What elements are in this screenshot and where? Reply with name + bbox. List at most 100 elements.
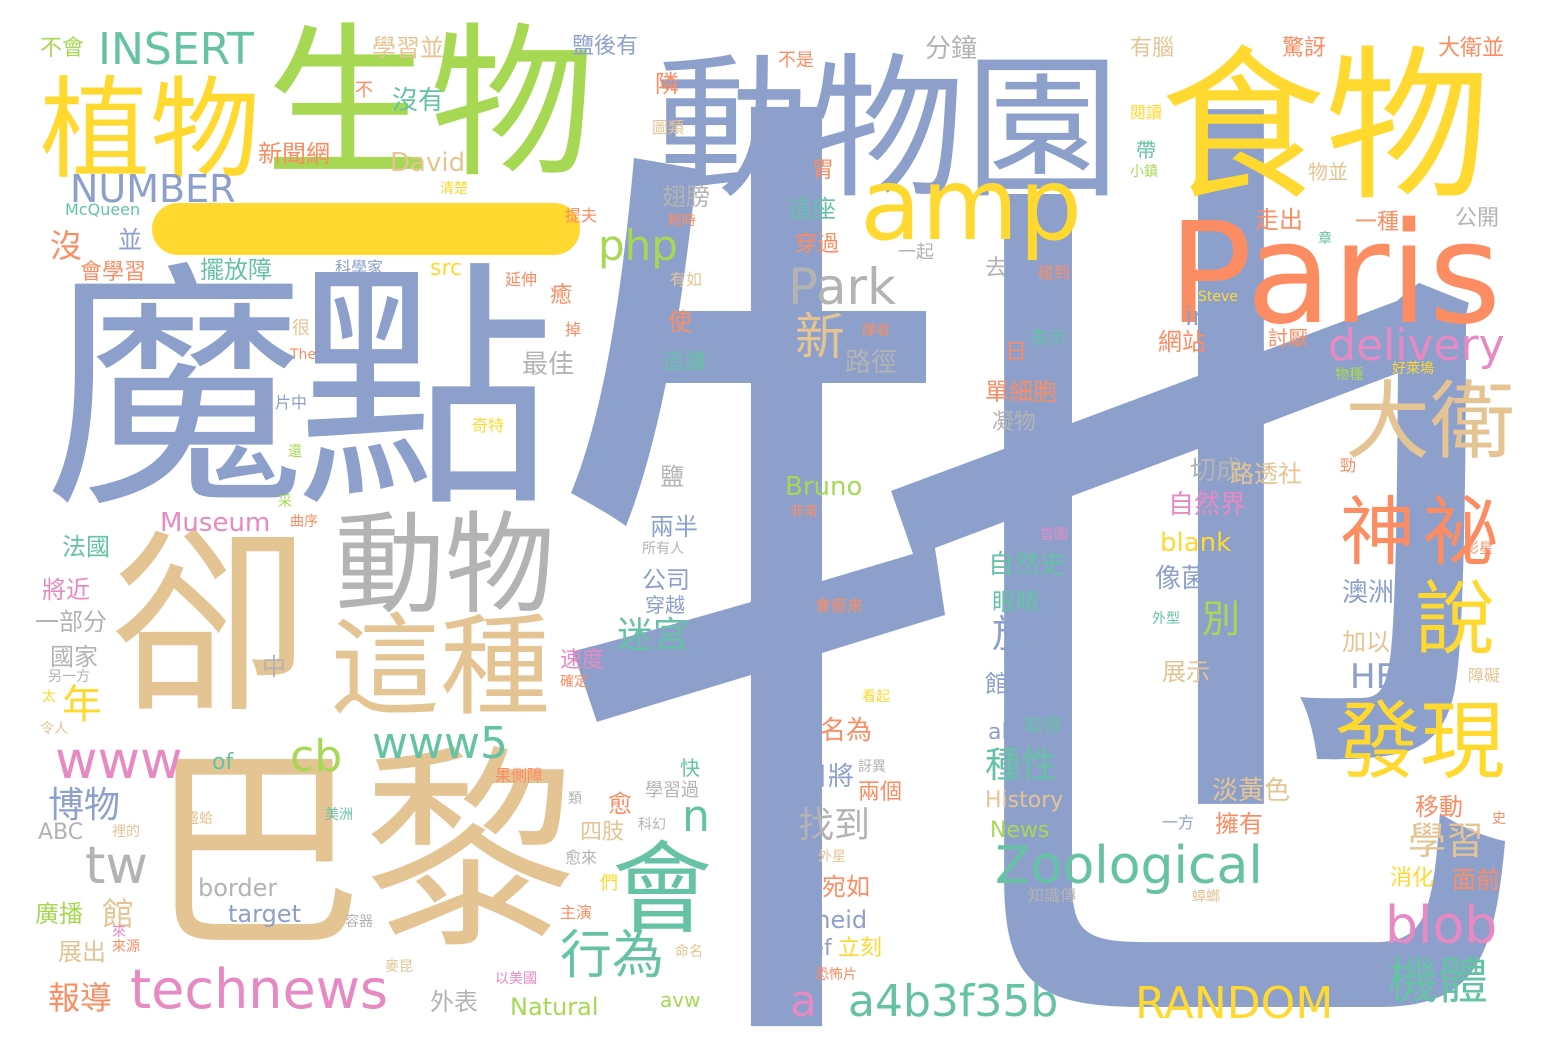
word-chuanguo: 穿過 [795,232,840,257]
word-qu: 去 [985,256,1008,281]
word-guoceyang: 果側障 [495,766,544,785]
word-zhuyan: 主演 [560,903,593,922]
word-paris: Paris [1168,193,1502,356]
word-wangzhan: 網站 [1158,328,1206,356]
word-zhanglang: 蟑螂 [1192,889,1220,905]
word-gongkai: 公開 [1455,206,1500,231]
word-haolaiwu: 好萊塢 [1392,361,1434,377]
word-cai: 采 [278,494,292,510]
word-php: php [598,221,678,270]
word-meiyou: 沒有 [392,86,445,116]
word-ziranshi: 自然史 [988,550,1067,580]
word-faxian: 發現 [1335,693,1506,792]
word-shenmi: 神祕 [1340,488,1507,576]
word-history: History [985,788,1064,813]
word-qude: 取得 [1025,716,1061,737]
word-yibufen: 一部分 [35,608,107,636]
word-diao: 掉 [565,320,582,339]
word-shiwu: 食物 [1160,31,1490,223]
word-yizhong: 一種 [1355,210,1400,235]
word-shoutu: 首圖 [1040,527,1068,543]
word-david: David [390,148,466,178]
word-the: The [290,347,317,363]
word-pianzhong: 片中 [275,393,308,412]
word-xiangjunlei: 像菌類 [1155,564,1234,594]
word-ck: ck [1015,290,1043,318]
word-tifu: 提夫 [565,206,598,225]
word-tulei: 圖類 [652,118,685,137]
word-shi: 使 [668,308,692,336]
word-museum: Museum [160,508,271,538]
word-wuzhong: 物種 [1335,367,1363,383]
word-taoyan: 討厭 [1268,326,1308,350]
yellow-highlight-bar [152,203,580,255]
word-lin: 隣 [655,70,679,98]
word-yanhouyou: 鹽後有 [572,34,639,59]
word-zhongxing: 種性 [985,745,1058,786]
word-migong: 迷宮 [617,615,690,656]
word-guojia: 國家 [50,643,98,671]
word-abc: ABC [38,820,84,845]
word-yizhe: 譯者 [862,323,890,339]
word-qingshi: 輕時 [668,213,696,229]
word-n: n [682,791,710,842]
word-park: Park [788,258,897,316]
word-xinwenwang: 新聞網 [258,140,330,168]
word-zoological: Zoological [995,836,1263,896]
word-yingxing: 影星 [1465,541,1493,557]
word-gongsi: 公司 [642,566,690,594]
word-xingwei: 行為 [560,926,665,986]
word-border: border [198,874,278,902]
word-yimeiguo: 以美國 [495,971,537,987]
word-guangbo: 廣播 [35,900,83,928]
word-shi2: 史 [1492,811,1506,827]
word-jiangjin: 將近 [42,576,90,604]
word-hen: 很 [292,318,310,339]
word-maikun: 麥昆 [385,959,413,975]
word-yu: 癒 [550,283,573,308]
word-xiaohua: 消化 [1390,866,1435,891]
word-dongwu: 動物 [335,501,555,629]
word-liangban: 兩半 [650,513,698,541]
word-a4b3f35b: a4b3f35b [848,976,1059,1027]
word-bowu: 博物 [48,785,121,826]
word-feichang: 非常 [790,504,818,520]
word-number: NUMBER [70,167,236,211]
word-kehuan: 科幻 [638,817,666,833]
word-mcqueen: McQueen [65,200,141,219]
word-bu: 不 [355,80,373,101]
word-kuai: 快 [680,756,700,780]
word-waixing2: 外星 [818,849,846,865]
word-queding: 確定 [560,674,588,690]
word-random: RANDOM [1135,978,1334,1029]
word-que: 卻 [110,508,311,741]
word-yu2: 愈 [608,790,632,818]
word-ningwu: 凝物 [992,410,1037,435]
word-jiayi: 加以 [1342,628,1390,656]
word-yulai: 愈來 [565,848,598,867]
word-here: HERE [1350,657,1443,697]
word-liangge: 兩個 [858,780,903,805]
word-laiyuan: 來源 [112,939,140,955]
word-aozhou: 澳洲 [1342,578,1395,608]
word-zhanshi: 展示 [1162,658,1210,686]
word-tw: tw [85,836,148,896]
word-cb: cb [290,731,343,782]
word-dawei: 大衛 [1345,373,1516,472]
word-shengwu: 生物 [265,8,595,200]
word-yanjing: 眼睛 [992,588,1040,616]
word-shuo: 說 [1415,573,1495,666]
word-src: src [430,256,463,281]
word-img: img [1185,302,1235,332]
word-of: of [212,750,234,775]
word-daweibing: 大衛並 [1438,36,1505,61]
word-bali: 巴黎 [148,727,578,978]
word-waibiao: 外表 [430,988,478,1016]
word-sizhi: 四肢 [580,820,625,845]
word-bing: 並 [118,226,142,254]
word-xuexibing: 學習並 [372,34,444,62]
word-jin: 勁 [1340,456,1357,475]
word-mingwei: 名為 [820,716,873,746]
word-lide: 裡的 [112,824,140,840]
